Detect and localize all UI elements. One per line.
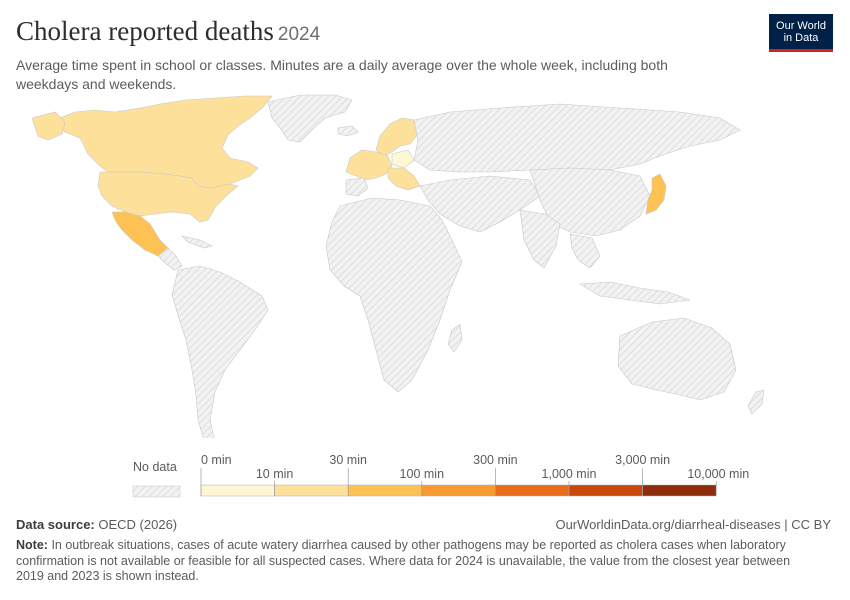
country-new-zealand[interactable]: [747, 389, 765, 415]
legend-upper-label-0: 0 min: [201, 453, 232, 467]
country-india[interactable]: [519, 209, 561, 269]
chart-note: Note: In outbreak situations, cases of a…: [16, 538, 791, 583]
world-map: [31, 94, 765, 438]
owid-logo[interactable]: Our World in Data: [769, 14, 833, 52]
region-eastern-europe[interactable]: [387, 167, 421, 191]
continent-south-america[interactable]: [171, 265, 269, 438]
logo-line-1: Our World: [776, 19, 826, 32]
continent-africa[interactable]: [325, 197, 463, 393]
legend-no-data-swatch: [132, 485, 181, 498]
legend-bin-3[interactable]: [421, 484, 496, 497]
map-legend: No data 0 min 10 min 30 min 100 min 300 min 1…: [132, 453, 749, 498]
country-australia[interactable]: [617, 317, 737, 401]
country-united-states[interactable]: [97, 171, 239, 223]
source-url[interactable]: OurWorldinData.org/diarrheal-diseases | …: [555, 517, 831, 532]
legend-bin-6[interactable]: [642, 484, 717, 497]
legend-lower-label-1: 100 min: [400, 467, 445, 481]
region-iberia[interactable]: [345, 177, 369, 197]
region-middle-east[interactable]: [419, 175, 541, 233]
note-text: In outbreak situations, cases of acute w…: [16, 538, 791, 583]
region-western-europe[interactable]: [345, 149, 393, 181]
legend-upper-label-1: 30 min: [329, 453, 367, 467]
legend-lower-label-3: 10,000 min: [687, 467, 749, 481]
country-madagascar[interactable]: [447, 323, 463, 353]
country-poland[interactable]: [391, 149, 415, 169]
country-alaska[interactable]: [31, 111, 66, 141]
region-southeast-asia[interactable]: [569, 233, 601, 269]
legend-bin-4[interactable]: [495, 484, 570, 497]
chart-year: 2024: [277, 24, 321, 45]
legend-no-data-label: No data: [133, 460, 177, 474]
country-japan[interactable]: [645, 173, 667, 215]
country-greenland[interactable]: [267, 94, 353, 143]
region-central-america[interactable]: [157, 247, 183, 271]
country-mexico[interactable]: [111, 211, 169, 257]
legend-bin-0[interactable]: [200, 484, 275, 497]
logo-line-2: in Data: [783, 31, 819, 44]
region-caribbean[interactable]: [181, 235, 213, 249]
data-source-value: OECD (2026): [98, 517, 178, 532]
chart-header: Cholera reported deaths 2024 Average time…: [16, 14, 716, 94]
legend-lower-label-0: 10 min: [256, 467, 294, 481]
legend-bin-1[interactable]: [274, 484, 349, 497]
region-indonesia[interactable]: [579, 281, 691, 305]
country-norway-sweden-finland[interactable]: [375, 117, 419, 157]
legend-upper-label-3: 3,000 min: [615, 453, 670, 467]
legend-lower-label-2: 1,000 min: [542, 467, 597, 481]
chart-subtitle: Average time spent in school or classes.…: [16, 57, 668, 92]
country-russia[interactable]: [413, 103, 741, 173]
legend-bin-2[interactable]: [347, 484, 423, 497]
legend-upper-label-2: 300 min: [473, 453, 518, 467]
legend-bin-5[interactable]: [568, 484, 643, 497]
country-iceland[interactable]: [337, 125, 359, 137]
chart-title: Cholera reported deaths 2024: [16, 16, 321, 46]
data-source: Data source: OECD (2026): [16, 517, 178, 532]
